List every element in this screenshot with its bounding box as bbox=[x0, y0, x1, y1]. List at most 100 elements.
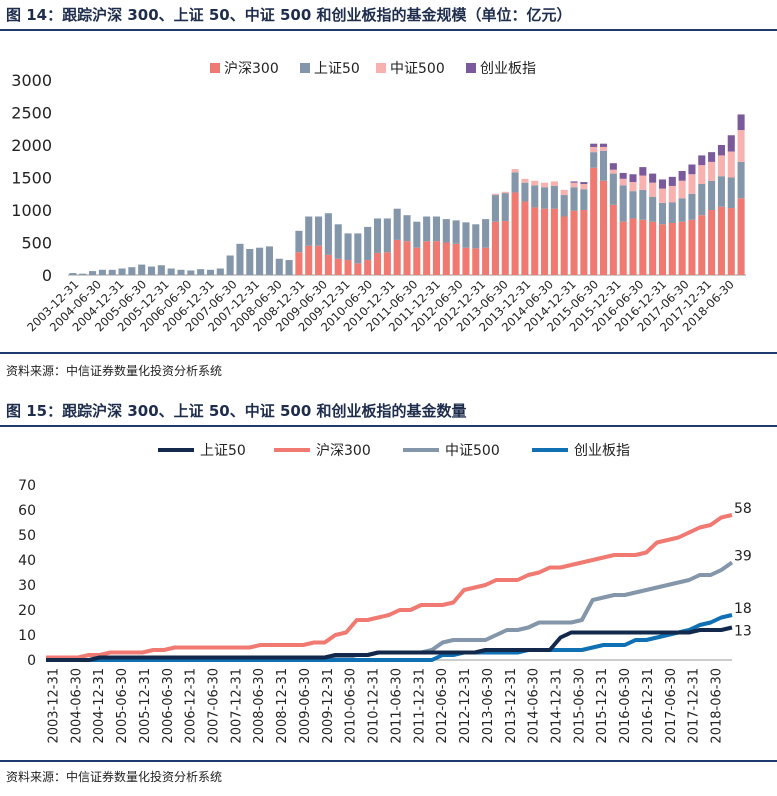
bar-segment bbox=[658, 202, 667, 225]
legend-label: 沪深300 bbox=[316, 443, 371, 459]
bar-segment bbox=[590, 146, 598, 153]
fund-size-stacked-bar-chart: 0500100015002000250030002003-12-312004-0… bbox=[11, 61, 746, 334]
x-tick-label: 2004-12-31 bbox=[92, 668, 107, 744]
bar-segment bbox=[727, 135, 735, 152]
x-tick-label: 2006-06-30 bbox=[161, 668, 176, 744]
bar-segment bbox=[629, 182, 637, 192]
bar-segment bbox=[599, 146, 608, 151]
bar-segment bbox=[629, 218, 637, 275]
bar-segment bbox=[246, 249, 254, 275]
x-tick-label: 2008-12-31 bbox=[275, 668, 290, 744]
bar-segment bbox=[609, 169, 617, 174]
bar-segment bbox=[315, 245, 323, 275]
bar-segment bbox=[698, 215, 706, 275]
bar-segment bbox=[236, 243, 244, 275]
bar-segment bbox=[609, 163, 617, 170]
bar-segment bbox=[324, 213, 332, 255]
bar-segment bbox=[295, 252, 303, 275]
x-tick-label: 2003-12-31 bbox=[46, 668, 61, 744]
bar-segment bbox=[698, 165, 706, 184]
bar-segment bbox=[678, 171, 686, 181]
bar-segment bbox=[521, 178, 529, 183]
legend-label: 创业板指 bbox=[480, 61, 536, 77]
x-tick-label: 2007-06-30 bbox=[207, 668, 222, 744]
bar-segment bbox=[570, 181, 578, 183]
bar-segment bbox=[570, 187, 578, 211]
bar-segment bbox=[717, 145, 725, 156]
bar-segment bbox=[737, 198, 745, 275]
bar-segment bbox=[619, 185, 627, 222]
bar-segment bbox=[511, 192, 519, 275]
x-tick-label: 2010-12-31 bbox=[367, 668, 382, 744]
bar-segment bbox=[580, 210, 588, 275]
bar-segment bbox=[688, 174, 696, 194]
bar-segment bbox=[658, 188, 667, 203]
bar-segment bbox=[373, 252, 382, 275]
bar-segment bbox=[501, 193, 509, 222]
bar-segment bbox=[138, 264, 146, 275]
series-line bbox=[46, 625, 733, 662]
x-tick-label: 2016-06-30 bbox=[618, 668, 633, 744]
bar-segment bbox=[668, 185, 676, 203]
figure14-top-rule bbox=[0, 29, 777, 31]
bar-segment bbox=[226, 255, 234, 275]
bar-segment bbox=[717, 206, 725, 275]
bar-segment bbox=[708, 180, 716, 210]
y-tick-label: 1500 bbox=[11, 169, 52, 188]
bar-segment bbox=[452, 243, 460, 275]
bar-segment bbox=[177, 269, 185, 275]
bar-segment bbox=[511, 172, 519, 193]
x-tick-label: 2012-06-30 bbox=[435, 668, 450, 744]
bar-segment bbox=[157, 265, 165, 275]
bar-segment bbox=[373, 218, 382, 253]
bar-segment bbox=[531, 180, 539, 186]
bar-segment bbox=[393, 239, 401, 275]
bar-segment bbox=[344, 260, 352, 275]
bar-segment bbox=[599, 143, 608, 147]
y-tick-label: 20 bbox=[18, 603, 36, 619]
bar-segment bbox=[432, 216, 441, 242]
bar-segment bbox=[491, 193, 499, 196]
y-tick-label: 50 bbox=[18, 528, 36, 544]
bar-segment bbox=[560, 189, 568, 196]
bar-segment bbox=[472, 248, 480, 275]
bar-segment bbox=[619, 178, 627, 186]
bar-segment bbox=[491, 221, 499, 275]
bar-segment bbox=[649, 182, 657, 197]
bar-segment bbox=[658, 224, 667, 275]
legend-label: 沪深300 bbox=[224, 61, 279, 77]
legend-label: 上证50 bbox=[200, 443, 246, 459]
bar-segment bbox=[383, 218, 391, 253]
x-tick-label: 2005-12-31 bbox=[138, 668, 153, 744]
bar-segment bbox=[737, 161, 745, 199]
y-tick-label: 70 bbox=[18, 478, 36, 494]
y-tick-label: 60 bbox=[18, 503, 36, 519]
bar-segment bbox=[334, 224, 342, 259]
y-tick-label: 10 bbox=[18, 628, 36, 644]
x-tick-label: 2014-12-31 bbox=[550, 668, 565, 744]
bar-segment bbox=[698, 184, 706, 216]
x-tick-label: 2018-06-30 bbox=[710, 668, 725, 744]
bar-segment bbox=[649, 173, 657, 183]
x-tick-label: 2016-12-31 bbox=[641, 668, 656, 744]
series-line bbox=[46, 513, 733, 660]
series-line bbox=[46, 560, 734, 662]
bar-segment bbox=[541, 208, 549, 275]
bar-segment bbox=[708, 161, 716, 181]
bar-segment bbox=[580, 189, 588, 210]
bar-segment bbox=[717, 155, 725, 177]
bar-segment bbox=[727, 151, 735, 178]
bar-segment bbox=[550, 185, 558, 209]
x-tick-label: 2012-12-31 bbox=[458, 668, 473, 744]
x-tick-label: 2017-06-30 bbox=[664, 668, 679, 744]
bar-segment bbox=[423, 216, 431, 242]
bar-segment bbox=[570, 210, 578, 275]
bar-segment bbox=[334, 258, 342, 275]
bar-segment bbox=[639, 167, 647, 176]
bar-segment bbox=[354, 263, 362, 275]
x-tick-label: 2006-12-31 bbox=[184, 668, 199, 744]
bar-segment bbox=[599, 180, 608, 275]
bar-segment bbox=[344, 233, 352, 261]
x-tick-label: 2013-12-31 bbox=[504, 668, 519, 744]
bar-segment bbox=[324, 254, 332, 275]
